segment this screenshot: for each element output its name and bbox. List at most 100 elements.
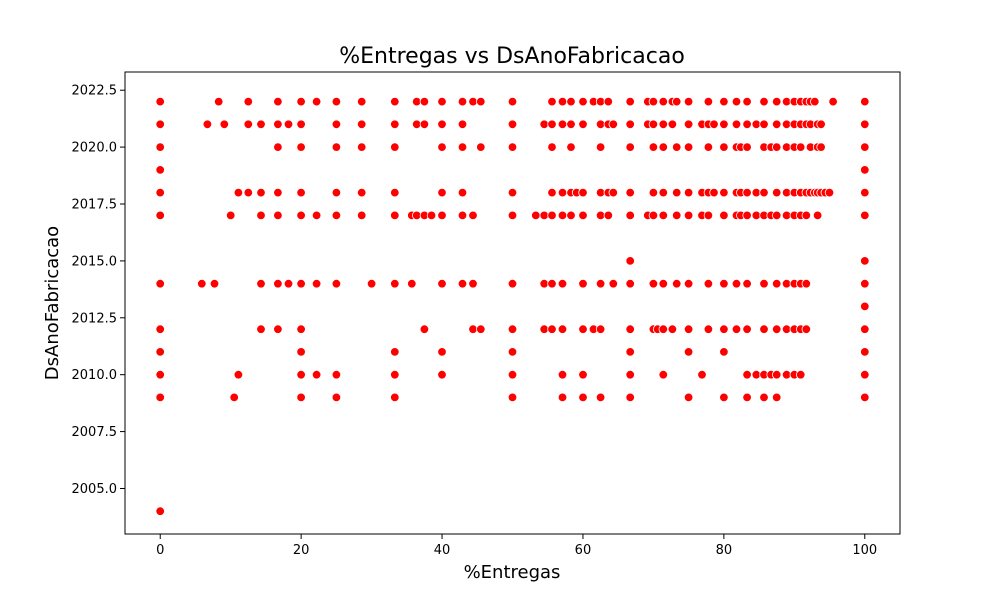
chart-title: %Entregas vs DsAnoFabricacao: [339, 44, 685, 69]
data-point: [672, 96, 682, 107]
data-point: [557, 392, 568, 403]
data-point: [683, 347, 694, 357]
data-point: [860, 301, 870, 312]
data-point: [772, 279, 782, 289]
data-point: [155, 187, 165, 198]
data-point: [759, 392, 769, 403]
data-point: [648, 96, 659, 107]
data-point: [672, 142, 682, 152]
data-point: [759, 324, 769, 334]
data-point: [419, 324, 430, 334]
data-point: [810, 96, 820, 107]
data-point: [209, 279, 220, 289]
data-point: [683, 142, 694, 152]
data-point: [390, 347, 400, 357]
data-point: [311, 370, 322, 380]
data-point: [233, 370, 244, 380]
data-point: [860, 370, 870, 380]
data-point: [731, 279, 742, 289]
data-point: [860, 324, 870, 334]
data-point: [772, 119, 782, 130]
data-point: [331, 96, 342, 107]
data-point: [273, 279, 283, 289]
data-point: [283, 119, 294, 130]
data-point: [507, 279, 518, 289]
data-point: [683, 324, 694, 334]
data-point: [311, 210, 322, 221]
data-point: [658, 96, 669, 107]
data-point: [468, 96, 478, 107]
data-point: [709, 187, 719, 198]
data-point: [273, 324, 283, 334]
data-point: [772, 96, 782, 107]
data-point: [625, 96, 635, 107]
data-point: [703, 142, 714, 152]
data-point: [667, 324, 678, 334]
data-point: [296, 324, 306, 334]
data-point: [578, 370, 588, 380]
data-point: [229, 392, 239, 403]
data-point: [331, 370, 342, 380]
data-point: [860, 392, 870, 403]
data-point: [457, 210, 468, 221]
data-point: [311, 279, 322, 289]
data-point: [273, 210, 283, 221]
data-point: [719, 347, 729, 357]
data-point: [683, 392, 694, 403]
data-point: [625, 324, 635, 334]
data-point: [719, 119, 729, 130]
data-point: [625, 279, 635, 289]
data-point: [824, 187, 835, 198]
data-point: [860, 256, 870, 266]
data-point: [578, 279, 588, 289]
data-point: [155, 142, 165, 152]
data-point: [658, 279, 669, 289]
y-tick-label: 2022.5: [72, 84, 118, 99]
data-point: [476, 96, 486, 107]
data-point: [683, 279, 694, 289]
data-point: [772, 324, 782, 334]
x-tick-label: 100: [852, 543, 877, 558]
data-point: [731, 96, 742, 107]
data-point: [390, 119, 400, 130]
data-point: [256, 324, 266, 334]
data-points: [155, 96, 870, 516]
plot-frame: [124, 71, 901, 535]
data-point: [468, 279, 478, 289]
y-tick-label: 2020.0: [72, 141, 118, 156]
data-point: [507, 96, 518, 107]
data-point: [759, 119, 769, 130]
data-point: [608, 279, 619, 289]
data-point: [437, 142, 447, 152]
data-point: [331, 210, 342, 221]
data-point: [155, 370, 165, 380]
data-point: [256, 187, 266, 198]
data-point: [296, 392, 306, 403]
data-point: [390, 210, 400, 221]
data-point: [658, 142, 669, 152]
data-point: [457, 187, 468, 198]
data-point: [731, 119, 742, 130]
data-point: [539, 119, 549, 130]
data-point: [625, 187, 635, 198]
data-point: [256, 279, 266, 289]
y-axis-ticks: 2005.0 2007.5 2010.0 2012.5 2015.0 2017.5 2020…: [72, 84, 125, 497]
data-point: [468, 324, 478, 334]
y-axis-label: DsAnoFabricacao: [42, 226, 63, 380]
data-point: [566, 119, 576, 130]
data-point: [648, 210, 659, 221]
y-tick-label: 2017.5: [72, 198, 118, 213]
data-point: [243, 187, 254, 198]
data-point: [860, 142, 870, 152]
data-point: [648, 142, 659, 152]
x-axis-ticks: 0 20 40 60 80 100: [156, 534, 877, 558]
data-point: [719, 392, 729, 403]
data-point: [155, 119, 165, 130]
data-point: [437, 187, 447, 198]
data-point: [759, 279, 769, 289]
data-point: [357, 96, 367, 107]
data-point: [225, 210, 236, 221]
data-point: [539, 279, 549, 289]
data-point: [719, 187, 729, 198]
data-point: [155, 279, 165, 289]
